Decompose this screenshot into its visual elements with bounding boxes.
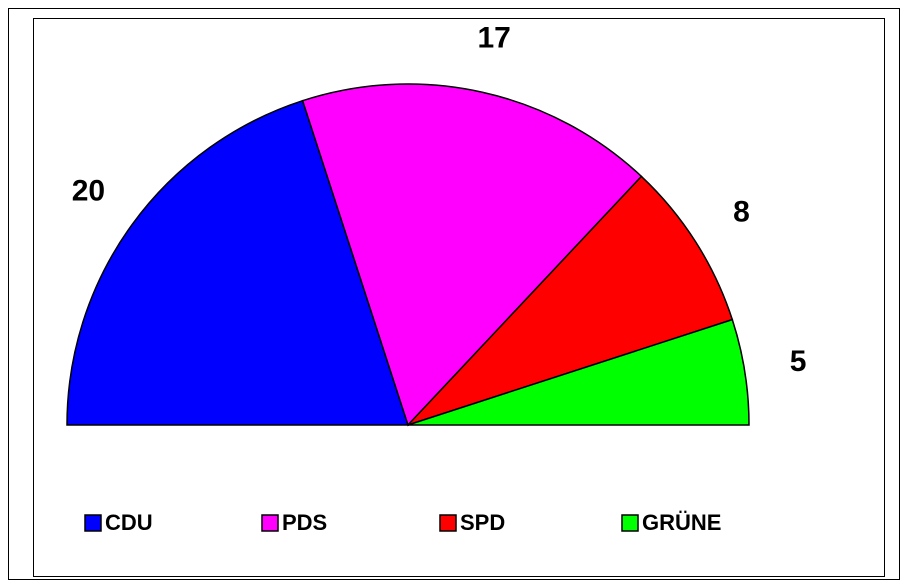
legend-label: SPD <box>460 510 505 535</box>
legend-swatch <box>439 514 457 532</box>
legend-label: PDS <box>282 510 327 535</box>
slice <box>66 99 410 426</box>
data-label: 17 <box>477 21 510 54</box>
legend-swatch <box>84 514 102 532</box>
slice <box>407 318 750 426</box>
data-label: 8 <box>733 195 750 228</box>
data-label: 5 <box>790 345 807 378</box>
legend-label: GRÜNE <box>642 510 721 535</box>
legend-label: CDU <box>105 510 153 535</box>
legend-swatch <box>261 514 279 532</box>
slice <box>407 175 734 426</box>
legend-swatch <box>621 514 639 532</box>
data-label: 20 <box>72 175 105 208</box>
slice <box>301 83 643 427</box>
